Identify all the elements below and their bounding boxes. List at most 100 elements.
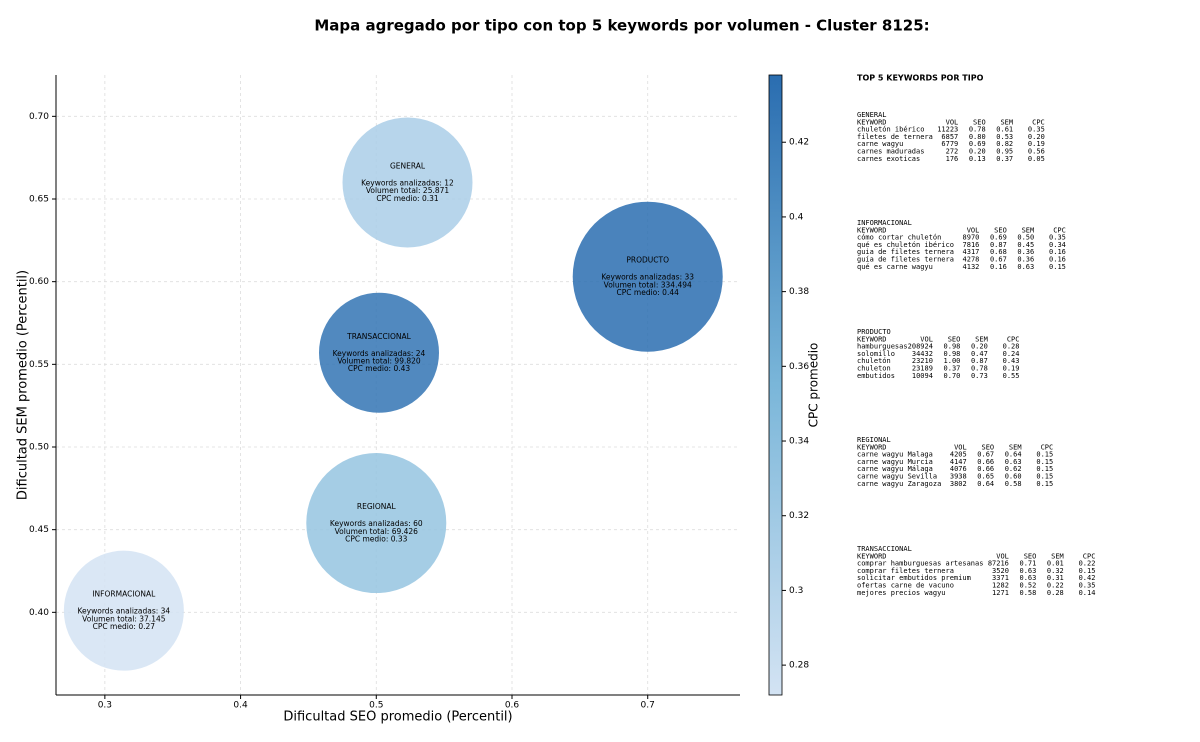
table-cell: 87216 [988, 560, 1009, 568]
table-cell: carne wagyu Zaragoza [857, 480, 941, 488]
table-cell: 0.73 [971, 372, 988, 380]
x-tick-label: 0.6 [505, 701, 520, 711]
table-cell: 6779 [941, 140, 958, 148]
table-cell: 0.36 [1017, 256, 1034, 264]
table-cell: chuletón [857, 357, 891, 365]
table-cell: 272 [946, 148, 959, 156]
table-cell: mejores precios wagyu [857, 589, 946, 597]
table-cell: 0.28 [1047, 589, 1064, 597]
table-cell: 0.22 [1047, 582, 1064, 590]
colorbar-tick-label: 0.36 [789, 362, 809, 372]
table-cell: 0.52 [1019, 582, 1036, 590]
table-cell: carne wagyu Malaga [857, 451, 933, 459]
table-cell: 4205 [950, 451, 967, 459]
table-header: KEYWORD [857, 118, 887, 126]
table-cell: 0.14 [1079, 589, 1096, 597]
table-cell: 0.35 [1079, 582, 1096, 590]
table-cell: 0.13 [969, 155, 986, 163]
table-header: SEM [1009, 443, 1022, 451]
table-cell: 0.67 [990, 256, 1007, 264]
y-tick-label: 0.65 [29, 195, 49, 205]
y-tick-label: 0.70 [29, 112, 49, 122]
group-name: INFORMACIONAL [857, 219, 912, 227]
table-cell: 0.62 [1005, 465, 1022, 473]
table-cell: 11223 [937, 126, 958, 134]
y-tick-label: 0.60 [29, 277, 49, 287]
table-cell: 4147 [950, 458, 967, 466]
table-cell: 4317 [963, 248, 980, 256]
table-cell: carne wagyu [857, 140, 903, 148]
table-cell: 0.64 [977, 480, 994, 488]
table-cell: carnes exoticas [857, 155, 920, 163]
table-header: VOL [946, 118, 959, 126]
table-header: VOL [954, 443, 967, 451]
bubble [572, 201, 723, 352]
group-name: TRANSACCIONAL [857, 545, 912, 553]
table-cell: 4278 [963, 256, 980, 264]
table-cell: 0.47 [971, 350, 988, 358]
table-cell: 0.98 [944, 343, 961, 351]
table-cell: 0.69 [969, 140, 986, 148]
table-cell: 0.31 [1047, 574, 1064, 582]
table-header: KEYWORD [857, 335, 887, 343]
table-cell: 34432 [912, 350, 933, 358]
y-tick-label: 0.50 [29, 443, 49, 453]
bubble [319, 292, 439, 413]
table-cell: 0.82 [996, 140, 1013, 148]
table-cell: 23189 [912, 365, 933, 373]
table-cell: 4132 [963, 263, 980, 271]
bubble-annotation: CPC medio: 0.44 [617, 288, 680, 297]
table-header: KEYWORD [857, 443, 887, 451]
table-header: SEO [973, 118, 986, 126]
table-cell: qué es chuletón ibérico [857, 241, 954, 249]
table-cell: 0.05 [1028, 155, 1045, 163]
table-cell: 0.15 [1036, 473, 1053, 481]
y-tick-label: 0.55 [29, 360, 49, 370]
table-cell: 3938 [950, 473, 967, 481]
bubble-annotation: Volumen total: 334.494 [604, 280, 692, 289]
table-cell: 0.63 [1017, 263, 1034, 271]
table-cell: 0.95 [996, 148, 1013, 156]
table-header: VOL [996, 552, 1009, 560]
table-cell: 0.64 [1005, 451, 1022, 459]
table-cell: carne wagyu Sevilla [857, 473, 937, 481]
table-cell: 4076 [950, 465, 967, 473]
table-header: VOL [967, 226, 980, 234]
table-cell: cómo cortar chuletón [857, 234, 941, 242]
group-name: PRODUCTO [857, 328, 891, 336]
table-cell: chuletón ibérico [857, 126, 924, 134]
table-cell: 0.35 [1049, 234, 1066, 242]
table-cell: 0.71 [1019, 560, 1036, 568]
table-cell: 0.16 [990, 263, 1007, 271]
table-cell: ofertas carne de vacuno [857, 582, 954, 590]
colorbar [768, 74, 783, 696]
colorbar-tick-label: 0.38 [789, 287, 809, 297]
table-cell: 0.19 [1028, 140, 1045, 148]
bubble-annotation: CPC medio: 0.27 [93, 622, 156, 631]
bubble-annotation: Volumen total: 25.871 [366, 186, 450, 195]
table-cell: 0.58 [1005, 480, 1022, 488]
table-cell: 0.42 [1079, 574, 1096, 582]
bubble-annotation: Volumen total: 37.145 [82, 614, 166, 623]
table-cell: 0.15 [1036, 458, 1053, 466]
table-cell: 1.00 [944, 357, 961, 365]
bubble-name: PRODUCTO [626, 256, 669, 265]
table-cell: 0.20 [1028, 133, 1045, 141]
table-cell: chuleton [857, 365, 891, 373]
table-cell: 0.66 [977, 458, 994, 466]
table-cell: 3371 [992, 574, 1009, 582]
table-cell: 0.16 [1049, 248, 1066, 256]
table-cell: 176 [946, 155, 959, 163]
table-cell: 0.66 [977, 465, 994, 473]
y-tick-label: 0.40 [29, 608, 49, 618]
bubble-annotation: Keywords analizadas: 24 [333, 349, 426, 358]
table-cell: 0.22 [1079, 560, 1096, 568]
table-header: VOL [920, 335, 933, 343]
table-cell: 0.37 [944, 365, 961, 373]
bubble [342, 117, 473, 248]
table-cell: 23210 [912, 357, 933, 365]
table-cell: 7816 [963, 241, 980, 249]
table-cell: comprar hamburguesas artesanas [857, 560, 983, 568]
bubble [63, 550, 184, 671]
table-cell: 1271 [992, 589, 1009, 597]
